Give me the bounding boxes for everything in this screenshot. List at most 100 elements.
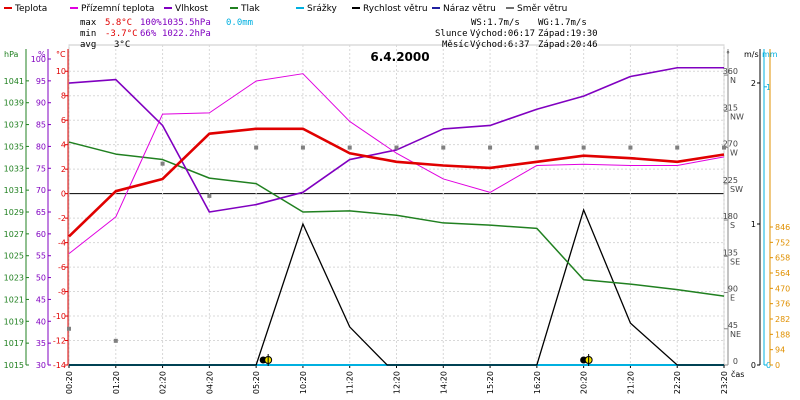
percent-tick-label: 90 [36,99,46,108]
radiation-tick-label: 470 [775,284,790,293]
legend-label: Směr větru [517,4,567,14]
stats-min-pressure: 1022.2hPa [162,29,211,39]
percent-tick-label: 95 [36,77,46,86]
legend: Teplota Přízemní teplota Vlhkost Tlak Srážky… [4,4,567,14]
stats-panel: max 5.8°C 100% 1035.5hPa 0.0mm min -3.7°C 66% 10… [80,18,598,50]
wind-direction-point [534,145,539,150]
series-layer [67,66,726,366]
x-tick-label: 10:20 [299,371,308,394]
stats-max-label: max [80,18,97,28]
percent-tick-label: 65 [36,208,46,217]
direction-tick-label: 180 [723,212,738,221]
wind-direction-point [675,145,680,150]
hpa-tick-label: 1031 [4,186,24,195]
legend-label: Srážky [307,4,338,14]
wind-direction-point [300,145,305,150]
info-moon-set: Západ:20:46 [538,40,598,50]
hpa-tick-label: 1017 [4,339,24,348]
direction-compass-label: NW [730,112,744,121]
celsius-tick-label: -14 [53,361,66,370]
wind-axis-label: m/s [744,50,759,59]
percent-tick-label: 80 [36,142,46,151]
hpa-axis-label: hPa [4,50,19,59]
wind-direction-point [160,161,165,166]
wind-direction-point [347,145,352,150]
percent-tick-label: 60 [36,230,46,239]
direction-compass-label: NE [730,330,741,339]
direction-compass-label: SW [730,185,743,194]
x-tick-label: 00:20 [65,371,74,394]
celsius-tick-label: -12 [53,337,66,346]
wind-speed-line [69,207,724,366]
radiation-tick-label: 0 [775,361,780,370]
stats-avg-label: avg [80,40,96,50]
radiation-tick-label: 94 [775,346,785,355]
direction-tick-label: 135 [723,248,738,257]
info-sun-rise: Východ:06:17 [470,29,535,39]
hpa-tick-label: 1025 [4,252,24,261]
percent-tick-label: 100 [31,55,46,64]
x-tick-label: 20:20 [580,371,589,394]
radiation-tick-label: 752 [775,238,790,247]
x-tick-label: 11:20 [346,371,355,394]
direction-tick-label: 90 [728,285,738,294]
radiation-tick-label: 282 [775,315,790,324]
x-tick-label: 22:20 [673,371,682,394]
wind-direction-point [254,145,259,150]
celsius-tick-label: 10 [56,67,66,76]
legend-label: Tlak [240,4,261,14]
hpa-tick-label: 1037 [4,121,24,130]
legend-label: Přízemní teplota [81,4,154,14]
stats-max-pressure: 1035.5hPa [162,18,211,28]
humidity-line [68,66,724,213]
x-tick-label: 05:20 [252,371,261,394]
x-tick-label: 21:20 [626,371,635,394]
celsius-tick-label: 4 [61,141,66,150]
legend-label: Vlhkost [175,4,208,14]
celsius-tick-label: -6 [58,263,66,272]
stats-min-label: min [80,29,96,39]
pressure-line [68,141,725,297]
celsius-tick-label: -8 [58,288,66,297]
direction-tick-label: 360 [723,67,738,76]
radiation-tick-label: 188 [775,330,790,339]
temperature-line [68,127,725,238]
x-tick-label: 16:20 [533,371,542,394]
hpa-tick-label: 1015 [4,361,24,370]
hpa-tick-label: 1039 [4,99,24,108]
stats-max-temp: 5.8°C [105,18,132,28]
direction-compass-label: SE [730,257,740,266]
percent-tick-label: 85 [36,121,46,130]
wind-direction-point [722,145,726,150]
celsius-tick-label: 6 [61,116,66,125]
percent-tick-label: 45 [36,295,46,304]
x-tick-label: 02:20 [159,371,168,394]
x-tick-label: 12:20 [393,371,402,394]
info-moon-label: Měsíc [442,40,469,50]
legend-label: Náraz větru [443,4,496,14]
hpa-tick-label: 1035 [4,142,24,151]
hpa-tick-label: 1019 [4,317,24,326]
stats-max-humidity: 100% [140,18,162,28]
stats-min-temp: -3.7°C [105,29,138,39]
grid [68,44,725,366]
wind-direction-point [581,145,586,150]
direction-axis-label: ° [726,50,730,59]
x-tick-label: 01:20 [112,371,121,394]
direction-tick-label: 270 [723,140,738,149]
celsius-tick-label: 0 [61,190,66,199]
direction-compass-label: S [730,221,735,230]
hpa-tick-label: 1027 [4,230,24,239]
rain-tick-label: 0 [766,361,771,370]
celsius-tick-label: -10 [53,312,66,321]
chart-title: 6.4.2000 [370,50,429,64]
wind-direction-point [441,145,446,150]
wind-tick-label: 2 [751,79,756,88]
hpa-tick-label: 1023 [4,274,24,283]
x-tick-label: 15:20 [486,371,495,394]
percent-tick-label: 55 [36,252,46,261]
hpa-tick-label: 1033 [4,164,24,173]
radiation-tick-label: 846 [775,223,790,232]
stats-min-humidity: 66% [140,29,157,39]
